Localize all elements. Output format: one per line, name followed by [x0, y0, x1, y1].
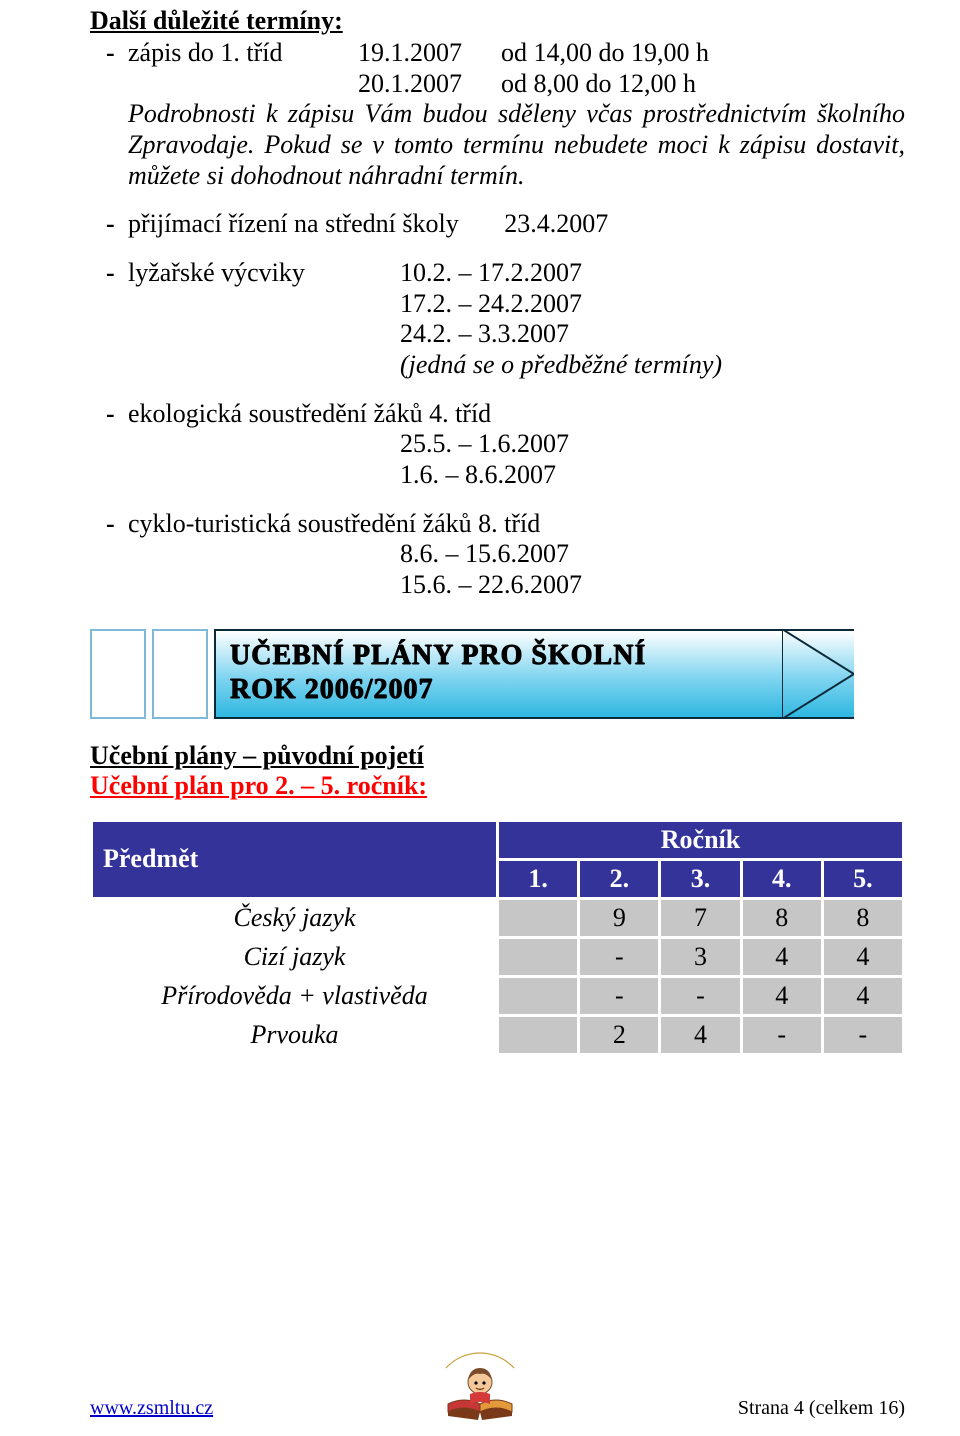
td-cell: -: [579, 976, 660, 1015]
footer-logo: [440, 1350, 520, 1424]
heading-dalsi-terminy: Další důležité termíny:: [90, 6, 905, 36]
td-cell: -: [741, 1015, 822, 1054]
th-col: 3.: [660, 859, 741, 898]
table-row: Cizí jazyk - 3 4 4: [92, 937, 904, 976]
td-cell: [498, 976, 579, 1015]
term-lyzarske: lyžařské výcviky 10.2. – 17.2.2007: [90, 258, 905, 289]
arrow-head-icon: [782, 629, 854, 719]
td-cell: [498, 898, 579, 937]
term-prijimaci: přijímací řízení na střední školy 23.4.2…: [90, 209, 905, 240]
th-col: 5.: [822, 859, 903, 898]
td-cell: 4: [660, 1015, 741, 1054]
term-cyklo: cyklo-turistická soustředění žáků 8. tří…: [90, 509, 905, 540]
terms-list-3: lyžařské výcviky 10.2. – 17.2.2007: [90, 258, 905, 289]
th-col: 1.: [498, 859, 579, 898]
curriculum-table: Předmět Ročník 1. 2. 3. 4. 5. Český jazy…: [90, 819, 905, 1056]
td-cell: 2: [579, 1015, 660, 1054]
arrow-banner-line1: UČEBNÍ PLÁNY PRO ŠKOLNÍ: [230, 639, 782, 673]
arrow-cells: [90, 629, 208, 719]
td-cell: 4: [741, 976, 822, 1015]
td-cell: -: [579, 937, 660, 976]
term-ekologicka-label: ekologická soustředění žáků 4. tříd: [128, 399, 491, 428]
page: Další důležité termíny: zápis do 1. tříd…: [0, 6, 960, 1436]
table-header: Předmět Ročník 1. 2. 3. 4. 5.: [92, 820, 904, 898]
arrow-banner-row: UČEBNÍ PLÁNY PRO ŠKOLNÍ ROK 2006/2007: [90, 629, 905, 719]
th-col: 4.: [741, 859, 822, 898]
section-plans-original: Učební plány – původní pojetí: [90, 741, 905, 771]
term-zapis-note: Podrobnosti k zápisu Vám budou sděleny v…: [128, 99, 905, 191]
section-plan-2-5: Učební plán pro 2. – 5. ročník:: [90, 771, 905, 801]
school-logo-icon: [440, 1350, 520, 1424]
term-cyklo-d1: 8.6. – 15.6.2007: [90, 539, 905, 570]
term-lyzarske-label: lyžařské výcviky: [128, 258, 400, 289]
term-lyzarske-d2: 17.2. – 24.2.2007: [90, 289, 905, 320]
td-cell: -: [660, 976, 741, 1015]
term-zapis-date1-note: od 14,00 do 19,00 h: [501, 38, 709, 67]
term-prijimaci-label: přijímací řízení na střední školy: [128, 209, 459, 238]
td-subject: Přírodověda + vlastivěda: [92, 976, 498, 1015]
arrow-banner-line2: ROK 2006/2007: [230, 673, 782, 707]
td-subject: Prvouka: [92, 1015, 498, 1054]
table-body: Český jazyk 9 7 8 8 Cizí jazyk - 3 4 4 P…: [92, 898, 904, 1054]
table-row: Český jazyk 9 7 8 8: [92, 898, 904, 937]
term-zapis-label: zápis do 1. tříd: [128, 38, 358, 69]
td-subject: Český jazyk: [92, 898, 498, 937]
term-zapis-date2-note: od 8,00 do 12,00 h: [501, 69, 696, 98]
td-cell: 4: [822, 976, 903, 1015]
term-lyzarske-d3: 24.2. – 3.3.2007: [90, 319, 905, 350]
term-lyzarske-d1: 10.2. – 17.2.2007: [400, 258, 582, 289]
term-prijimaci-date: 23.4.2007: [504, 209, 608, 238]
arrow-banner: UČEBNÍ PLÁNY PRO ŠKOLNÍ ROK 2006/2007: [214, 629, 854, 719]
term-ekologicka-d1: 25.5. – 1.6.2007: [90, 429, 905, 460]
td-cell: -: [822, 1015, 903, 1054]
term-ekologicka: ekologická soustředění žáků 4. tříd: [90, 399, 905, 430]
term-cyklo-d2: 15.6. – 22.6.2007: [90, 570, 905, 601]
term-ekologicka-d2: 1.6. – 8.6.2007: [90, 460, 905, 491]
th-col: 2.: [579, 859, 660, 898]
td-cell: 8: [822, 898, 903, 937]
th-rocnik: Ročník: [498, 820, 904, 859]
td-subject: Cizí jazyk: [92, 937, 498, 976]
td-cell: [498, 1015, 579, 1054]
td-cell: 7: [660, 898, 741, 937]
terms-list-5: cyklo-turistická soustředění žáků 8. tří…: [90, 509, 905, 540]
term-lyzarske-note: (jedná se o předběžné termíny): [90, 350, 905, 381]
td-cell: 9: [579, 898, 660, 937]
terms-list-2: přijímací řízení na střední školy 23.4.2…: [90, 209, 905, 240]
footer-page-info: Strana 4 (celkem 16): [738, 1397, 905, 1420]
arrow-cell: [90, 629, 146, 719]
arrow-cell: [152, 629, 208, 719]
table-row: Přírodověda + vlastivěda - - 4 4: [92, 976, 904, 1015]
td-cell: 4: [822, 937, 903, 976]
term-zapis-date1: 19.1.2007: [358, 38, 462, 67]
term-zapis-date2: 20.1.2007: [358, 69, 462, 98]
th-subject: Předmět: [92, 820, 498, 898]
footer-url-link[interactable]: www.zsmltu.cz: [90, 1397, 213, 1420]
td-cell: [498, 937, 579, 976]
term-zapis: zápis do 1. tříd 19.1.2007 od 14,00 do 1…: [90, 38, 905, 191]
term-cyklo-label: cyklo-turistická soustředění žáků 8. tří…: [128, 509, 540, 538]
td-cell: 3: [660, 937, 741, 976]
terms-list: zápis do 1. tříd 19.1.2007 od 14,00 do 1…: [90, 38, 905, 191]
td-cell: 4: [741, 937, 822, 976]
terms-list-4: ekologická soustředění žáků 4. tříd: [90, 399, 905, 430]
td-cell: 8: [741, 898, 822, 937]
table-row: Prvouka 2 4 - -: [92, 1015, 904, 1054]
